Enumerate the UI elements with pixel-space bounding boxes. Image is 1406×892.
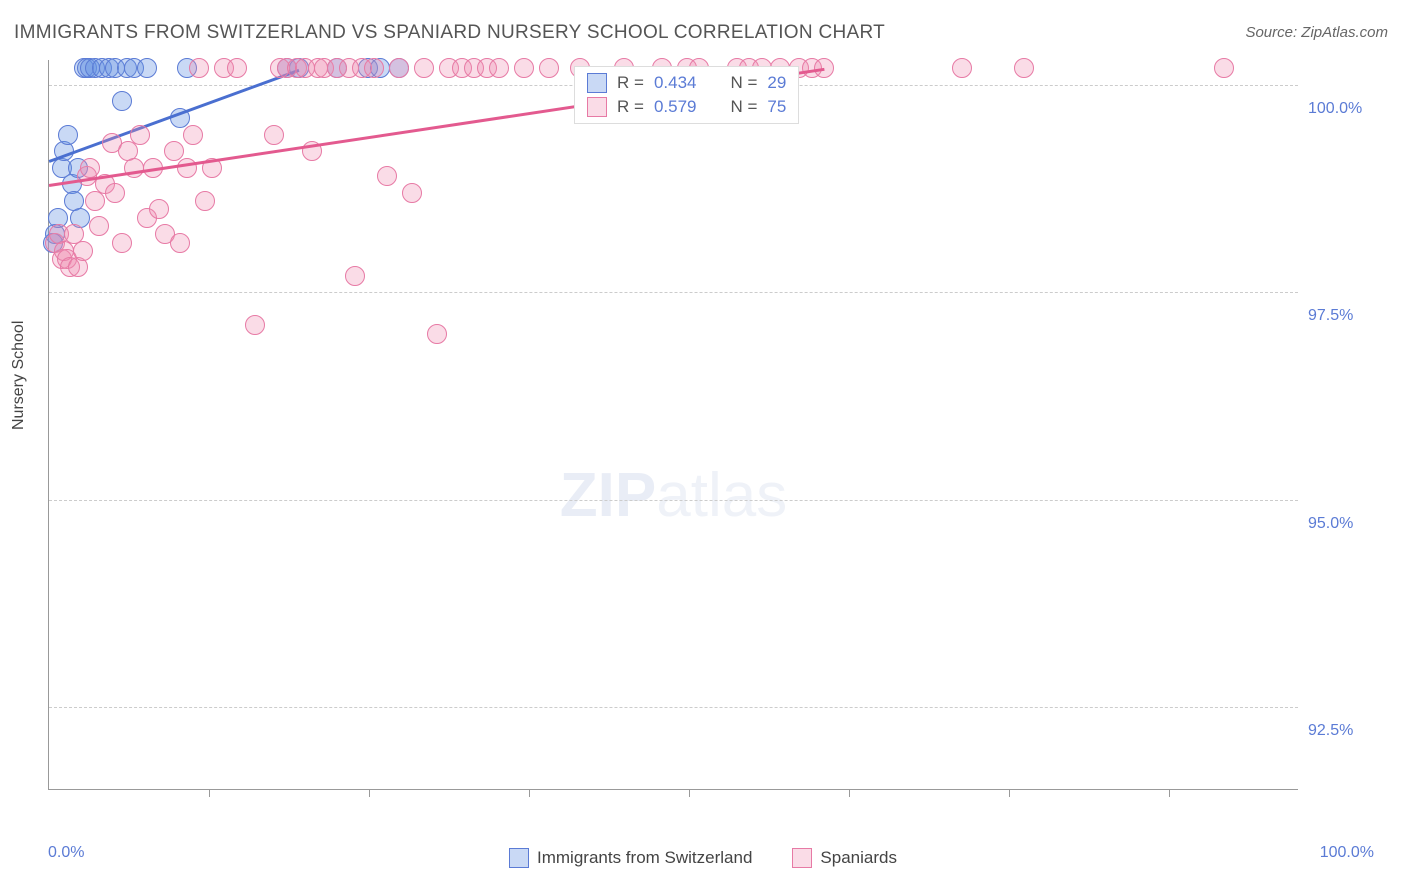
legend-swatch — [587, 73, 607, 93]
stats-r-label: R = — [617, 97, 644, 117]
y-tick-label: 100.0% — [1308, 100, 1378, 118]
y-axis-title: Nursery School — [10, 321, 28, 430]
data-point-spaniards — [130, 125, 150, 145]
data-point-spaniards — [89, 216, 109, 236]
stats-r-label: R = — [617, 73, 644, 93]
data-point-spaniards — [183, 125, 203, 145]
stats-legend-row-swiss: R = 0.434 N = 29 — [587, 71, 786, 95]
stats-legend-row-spaniards: R = 0.579 N = 75 — [587, 95, 786, 119]
stats-legend: R = 0.434 N = 29 R = 0.579 N = 75 — [574, 66, 799, 124]
legend-swatch — [509, 848, 529, 868]
data-point-spaniards — [177, 158, 197, 178]
grid-line — [49, 292, 1298, 293]
data-point-swiss — [137, 58, 157, 78]
data-point-spaniards — [105, 183, 125, 203]
data-point-spaniards — [364, 58, 384, 78]
data-point-spaniards — [1214, 58, 1234, 78]
x-tick — [1009, 789, 1010, 797]
bottom-legend: Immigrants from Switzerland Spaniards — [0, 848, 1406, 868]
x-tick — [209, 789, 210, 797]
watermark: ZIPatlas — [49, 460, 1298, 531]
x-tick — [369, 789, 370, 797]
watermark-bold: ZIP — [560, 461, 656, 530]
data-point-spaniards — [124, 158, 144, 178]
data-point-spaniards — [402, 183, 422, 203]
stats-n-label: N = — [730, 97, 757, 117]
plot-area: ZIPatlas 100.0%97.5%95.0%92.5%R =0.434N … — [48, 60, 1298, 790]
data-point-spaniards — [539, 58, 559, 78]
data-point-spaniards — [345, 266, 365, 286]
y-tick-label: 95.0% — [1308, 515, 1378, 533]
data-point-spaniards — [245, 315, 265, 335]
watermark-light: atlas — [656, 461, 787, 530]
data-point-spaniards — [80, 158, 100, 178]
y-tick-label: 92.5% — [1308, 722, 1378, 740]
data-point-spaniards — [427, 324, 447, 344]
data-point-spaniards — [227, 58, 247, 78]
data-point-spaniards — [73, 241, 93, 261]
data-point-spaniards — [489, 58, 509, 78]
legend-series-name: Immigrants from Switzerland — [537, 848, 752, 868]
x-tick — [849, 789, 850, 797]
data-point-spaniards — [195, 191, 215, 211]
data-point-spaniards — [514, 58, 534, 78]
stats-r-value: 0.434 — [654, 73, 697, 93]
stats-n-label: N = — [730, 73, 757, 93]
chart-source: Source: ZipAtlas.com — [1245, 24, 1388, 41]
data-point-spaniards — [149, 199, 169, 219]
data-point-spaniards — [170, 233, 190, 253]
stats-n-value: 29 — [767, 73, 786, 93]
data-point-spaniards — [189, 58, 209, 78]
bottom-legend-item-spaniards: Spaniards — [792, 848, 897, 868]
stats-r-value: 0.579 — [654, 97, 697, 117]
data-point-spaniards — [264, 125, 284, 145]
y-tick-label: 97.5% — [1308, 307, 1378, 325]
data-point-spaniards — [377, 166, 397, 186]
x-tick — [529, 789, 530, 797]
legend-series-name: Spaniards — [820, 848, 897, 868]
data-point-spaniards — [1014, 58, 1034, 78]
x-tick — [689, 789, 690, 797]
data-point-spaniards — [112, 233, 132, 253]
data-point-spaniards — [952, 58, 972, 78]
bottom-legend-item-swiss: Immigrants from Switzerland — [509, 848, 752, 868]
stats-n-value: 75 — [767, 97, 786, 117]
data-point-spaniards — [414, 58, 434, 78]
data-point-spaniards — [389, 58, 409, 78]
chart-title: IMMIGRANTS FROM SWITZERLAND VS SPANIARD … — [14, 22, 885, 44]
grid-line — [49, 707, 1298, 708]
data-point-swiss — [58, 125, 78, 145]
grid-line — [49, 500, 1298, 501]
legend-swatch — [587, 97, 607, 117]
data-point-swiss — [112, 91, 132, 111]
legend-swatch — [792, 848, 812, 868]
x-tick — [1169, 789, 1170, 797]
